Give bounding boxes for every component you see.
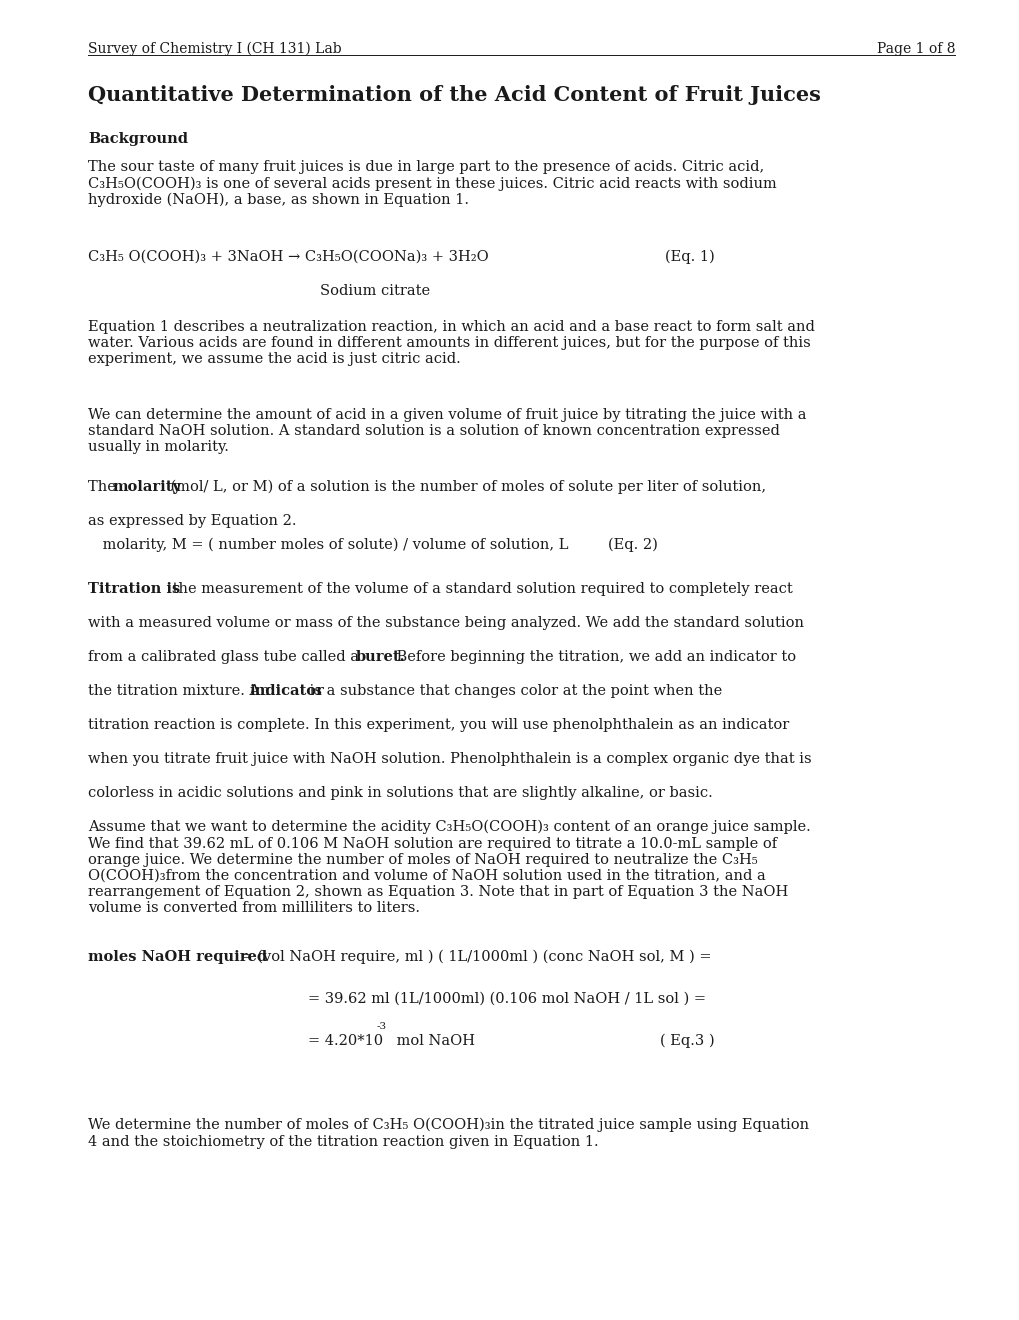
- Text: Page 1 of 8: Page 1 of 8: [875, 42, 954, 55]
- Text: ( Eq.3 ): ( Eq.3 ): [659, 1034, 714, 1048]
- Text: moles NaOH required: moles NaOH required: [88, 950, 267, 964]
- Text: -3: -3: [376, 1022, 386, 1031]
- Text: mol NaOH: mol NaOH: [392, 1034, 475, 1048]
- Text: colorless in acidic solutions and pink in solutions that are slightly alkaline, : colorless in acidic solutions and pink i…: [88, 785, 712, 800]
- Text: (Eq. 2): (Eq. 2): [607, 539, 657, 552]
- Text: Survey of Chemistry I (CH 131) Lab: Survey of Chemistry I (CH 131) Lab: [88, 42, 341, 57]
- Text: the measurement of the volume of a standard solution required to completely reac: the measurement of the volume of a stand…: [168, 582, 792, 597]
- Text: the titration mixture. An: the titration mixture. An: [88, 684, 274, 698]
- Text: Equation 1 describes a neutralization reaction, in which an acid and a base reac: Equation 1 describes a neutralization re…: [88, 319, 814, 367]
- Text: (mol/ L, or M) of a solution is the number of moles of solute per liter of solut: (mol/ L, or M) of a solution is the numb…: [166, 480, 765, 495]
- Text: (Eq. 1): (Eq. 1): [664, 249, 714, 264]
- Text: = 4.20*10: = 4.20*10: [308, 1034, 383, 1048]
- Text: Background: Background: [88, 132, 187, 147]
- Text: with a measured volume or mass of the substance being analyzed. We add the stand: with a measured volume or mass of the su…: [88, 616, 803, 630]
- Text: We determine the number of moles of C₃H₅ O(COOH)₃in the titrated juice sample us: We determine the number of moles of C₃H₅…: [88, 1118, 808, 1148]
- Text: molarity: molarity: [112, 480, 181, 494]
- Text: is a substance that changes color at the point when the: is a substance that changes color at the…: [305, 684, 721, 698]
- Text: when you titrate fruit juice with NaOH solution. Phenolphthalein is a complex or: when you titrate fruit juice with NaOH s…: [88, 752, 811, 766]
- Text: from a calibrated glass tube called a: from a calibrated glass tube called a: [88, 649, 363, 664]
- Text: buret.: buret.: [356, 649, 405, 664]
- Text: Quantitative Determination of the Acid Content of Fruit Juices: Quantitative Determination of the Acid C…: [88, 84, 820, 106]
- Text: = 39.62 ml (1L/1000ml) (0.106 mol NaOH / 1L sol ) =: = 39.62 ml (1L/1000ml) (0.106 mol NaOH /…: [308, 993, 705, 1006]
- Text: as expressed by Equation 2.: as expressed by Equation 2.: [88, 513, 297, 528]
- Text: molarity, M = ( number moles of solute) / volume of solution, L: molarity, M = ( number moles of solute) …: [98, 539, 568, 552]
- Text: = (vol NaOH require, ml ) ( 1L/1000ml ) (conc NaOH sol, M ) =: = (vol NaOH require, ml ) ( 1L/1000ml ) …: [235, 950, 710, 965]
- Text: indicator: indicator: [250, 684, 324, 698]
- Text: titration reaction is complete. In this experiment, you will use phenolphthalein: titration reaction is complete. In this …: [88, 718, 789, 733]
- Text: Sodium citrate: Sodium citrate: [320, 284, 430, 298]
- Text: The sour taste of many fruit juices is due in large part to the presence of acid: The sour taste of many fruit juices is d…: [88, 160, 776, 207]
- Text: We can determine the amount of acid in a given volume of fruit juice by titratin: We can determine the amount of acid in a…: [88, 408, 806, 454]
- Text: The: The: [88, 480, 120, 494]
- Text: Titration is: Titration is: [88, 582, 180, 597]
- Text: Assume that we want to determine the acidity C₃H₅O(COOH)₃ content of an orange j: Assume that we want to determine the aci…: [88, 820, 810, 915]
- Text: C₃H₅ O(COOH)₃ + 3NaOH → C₃H₅O(COONa)₃ + 3H₂O: C₃H₅ O(COOH)₃ + 3NaOH → C₃H₅O(COONa)₃ + …: [88, 249, 488, 264]
- Text: Before beginning the titration, we add an indicator to: Before beginning the titration, we add a…: [391, 649, 796, 664]
